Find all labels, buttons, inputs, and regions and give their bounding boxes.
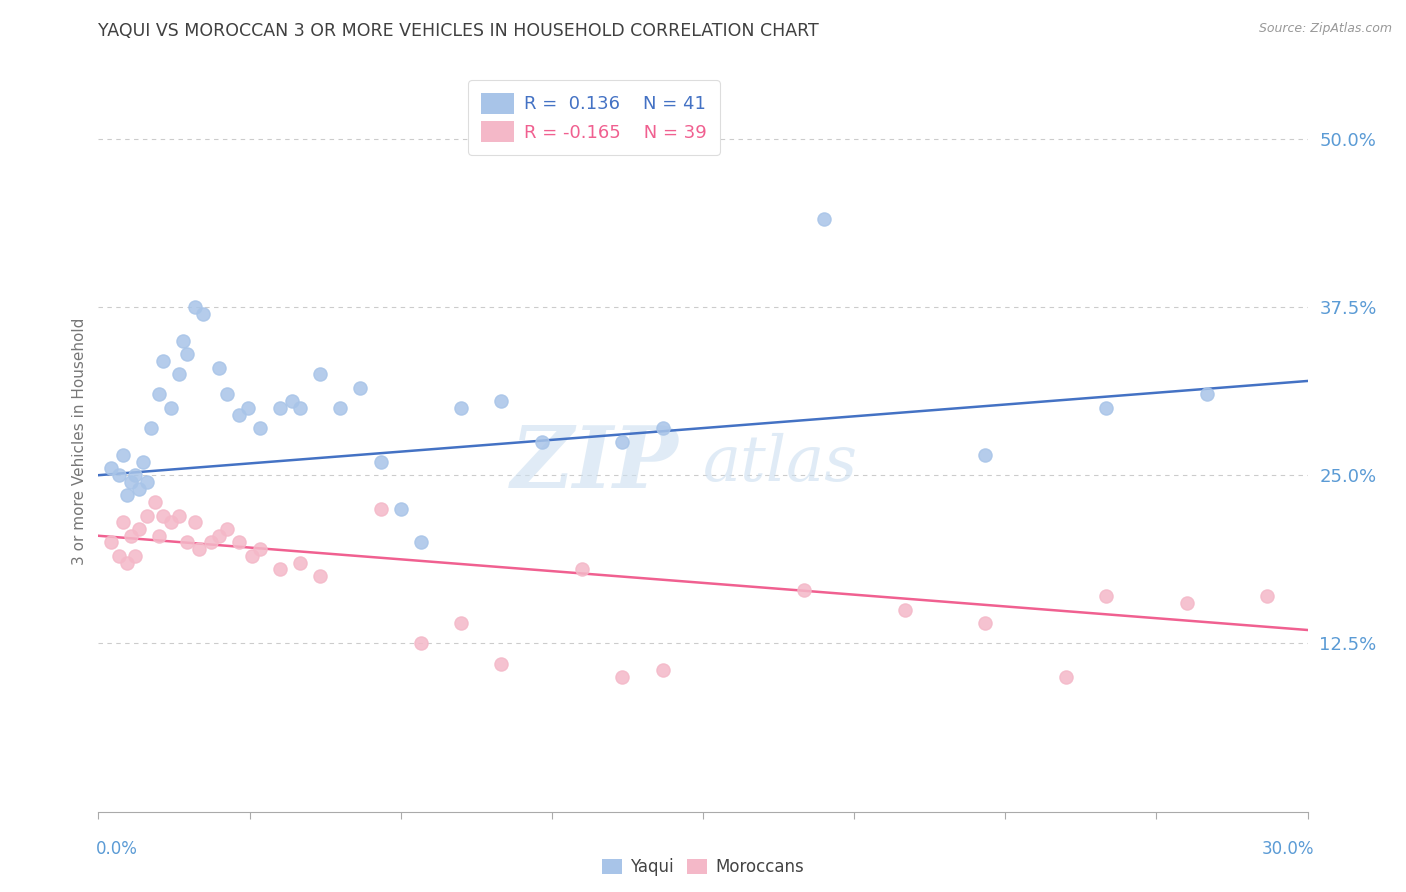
Point xyxy=(974,448,997,462)
Point xyxy=(491,394,513,409)
Point xyxy=(100,535,122,549)
Point xyxy=(228,408,250,422)
Point xyxy=(288,401,311,415)
Point xyxy=(124,549,146,563)
Point xyxy=(1095,401,1118,415)
Text: YAQUI VS MOROCCAN 3 OR MORE VEHICLES IN HOUSEHOLD CORRELATION CHART: YAQUI VS MOROCCAN 3 OR MORE VEHICLES IN … xyxy=(98,22,820,40)
Point xyxy=(152,353,174,368)
Point xyxy=(612,670,634,684)
Point xyxy=(974,616,997,631)
Point xyxy=(612,434,634,449)
Point xyxy=(370,455,392,469)
Point xyxy=(176,535,198,549)
Point xyxy=(167,508,190,523)
Point xyxy=(160,516,183,530)
Point xyxy=(288,556,311,570)
Text: ZIP: ZIP xyxy=(510,422,679,506)
Point xyxy=(813,212,835,227)
Point xyxy=(329,401,352,415)
Text: Source: ZipAtlas.com: Source: ZipAtlas.com xyxy=(1258,22,1392,36)
Point xyxy=(115,488,138,502)
Point xyxy=(309,368,332,382)
Point xyxy=(135,508,157,523)
Point xyxy=(651,664,673,678)
Point xyxy=(269,562,291,576)
Point xyxy=(389,501,412,516)
Point xyxy=(120,475,142,489)
Point xyxy=(124,468,146,483)
Text: 30.0%: 30.0% xyxy=(1263,840,1315,858)
Point xyxy=(172,334,194,348)
Point xyxy=(128,482,150,496)
Text: atlas: atlas xyxy=(703,433,858,494)
Point xyxy=(128,522,150,536)
Y-axis label: 3 or more Vehicles in Household: 3 or more Vehicles in Household xyxy=(72,318,87,566)
Point xyxy=(281,394,304,409)
Point xyxy=(176,347,198,361)
Point xyxy=(107,549,129,563)
Point xyxy=(120,529,142,543)
Point xyxy=(893,603,915,617)
Point xyxy=(135,475,157,489)
Point xyxy=(1175,596,1198,610)
Point xyxy=(309,569,332,583)
Point xyxy=(249,421,271,435)
Point xyxy=(409,636,432,650)
Point xyxy=(184,516,207,530)
Point xyxy=(370,501,392,516)
Point xyxy=(1256,590,1278,604)
Point xyxy=(152,508,174,523)
Point xyxy=(450,401,472,415)
Point xyxy=(107,468,129,483)
Point xyxy=(193,307,215,321)
Point xyxy=(148,529,170,543)
Point xyxy=(217,387,239,401)
Point xyxy=(1054,670,1077,684)
Point xyxy=(217,522,239,536)
Point xyxy=(139,421,162,435)
Point xyxy=(208,360,231,375)
Point xyxy=(143,495,166,509)
Point xyxy=(249,542,271,557)
Point xyxy=(160,401,183,415)
Point xyxy=(132,455,155,469)
Point xyxy=(793,582,815,597)
Point xyxy=(530,434,553,449)
Point xyxy=(200,535,222,549)
Point xyxy=(184,300,207,314)
Point xyxy=(111,448,134,462)
Point xyxy=(1095,590,1118,604)
Point xyxy=(651,421,673,435)
Point xyxy=(228,535,250,549)
Point xyxy=(208,529,231,543)
Point xyxy=(269,401,291,415)
Point xyxy=(148,387,170,401)
Legend: Yaqui, Moroccans: Yaqui, Moroccans xyxy=(593,850,813,885)
Point xyxy=(188,542,211,557)
Point xyxy=(100,461,122,475)
Point xyxy=(1195,387,1218,401)
Point xyxy=(236,401,259,415)
Text: 0.0%: 0.0% xyxy=(96,840,138,858)
Point xyxy=(571,562,593,576)
Point xyxy=(491,657,513,671)
Point xyxy=(409,535,432,549)
Point xyxy=(111,516,134,530)
Point xyxy=(240,549,263,563)
Point xyxy=(167,368,190,382)
Point xyxy=(115,556,138,570)
Point xyxy=(349,381,371,395)
Point xyxy=(450,616,472,631)
